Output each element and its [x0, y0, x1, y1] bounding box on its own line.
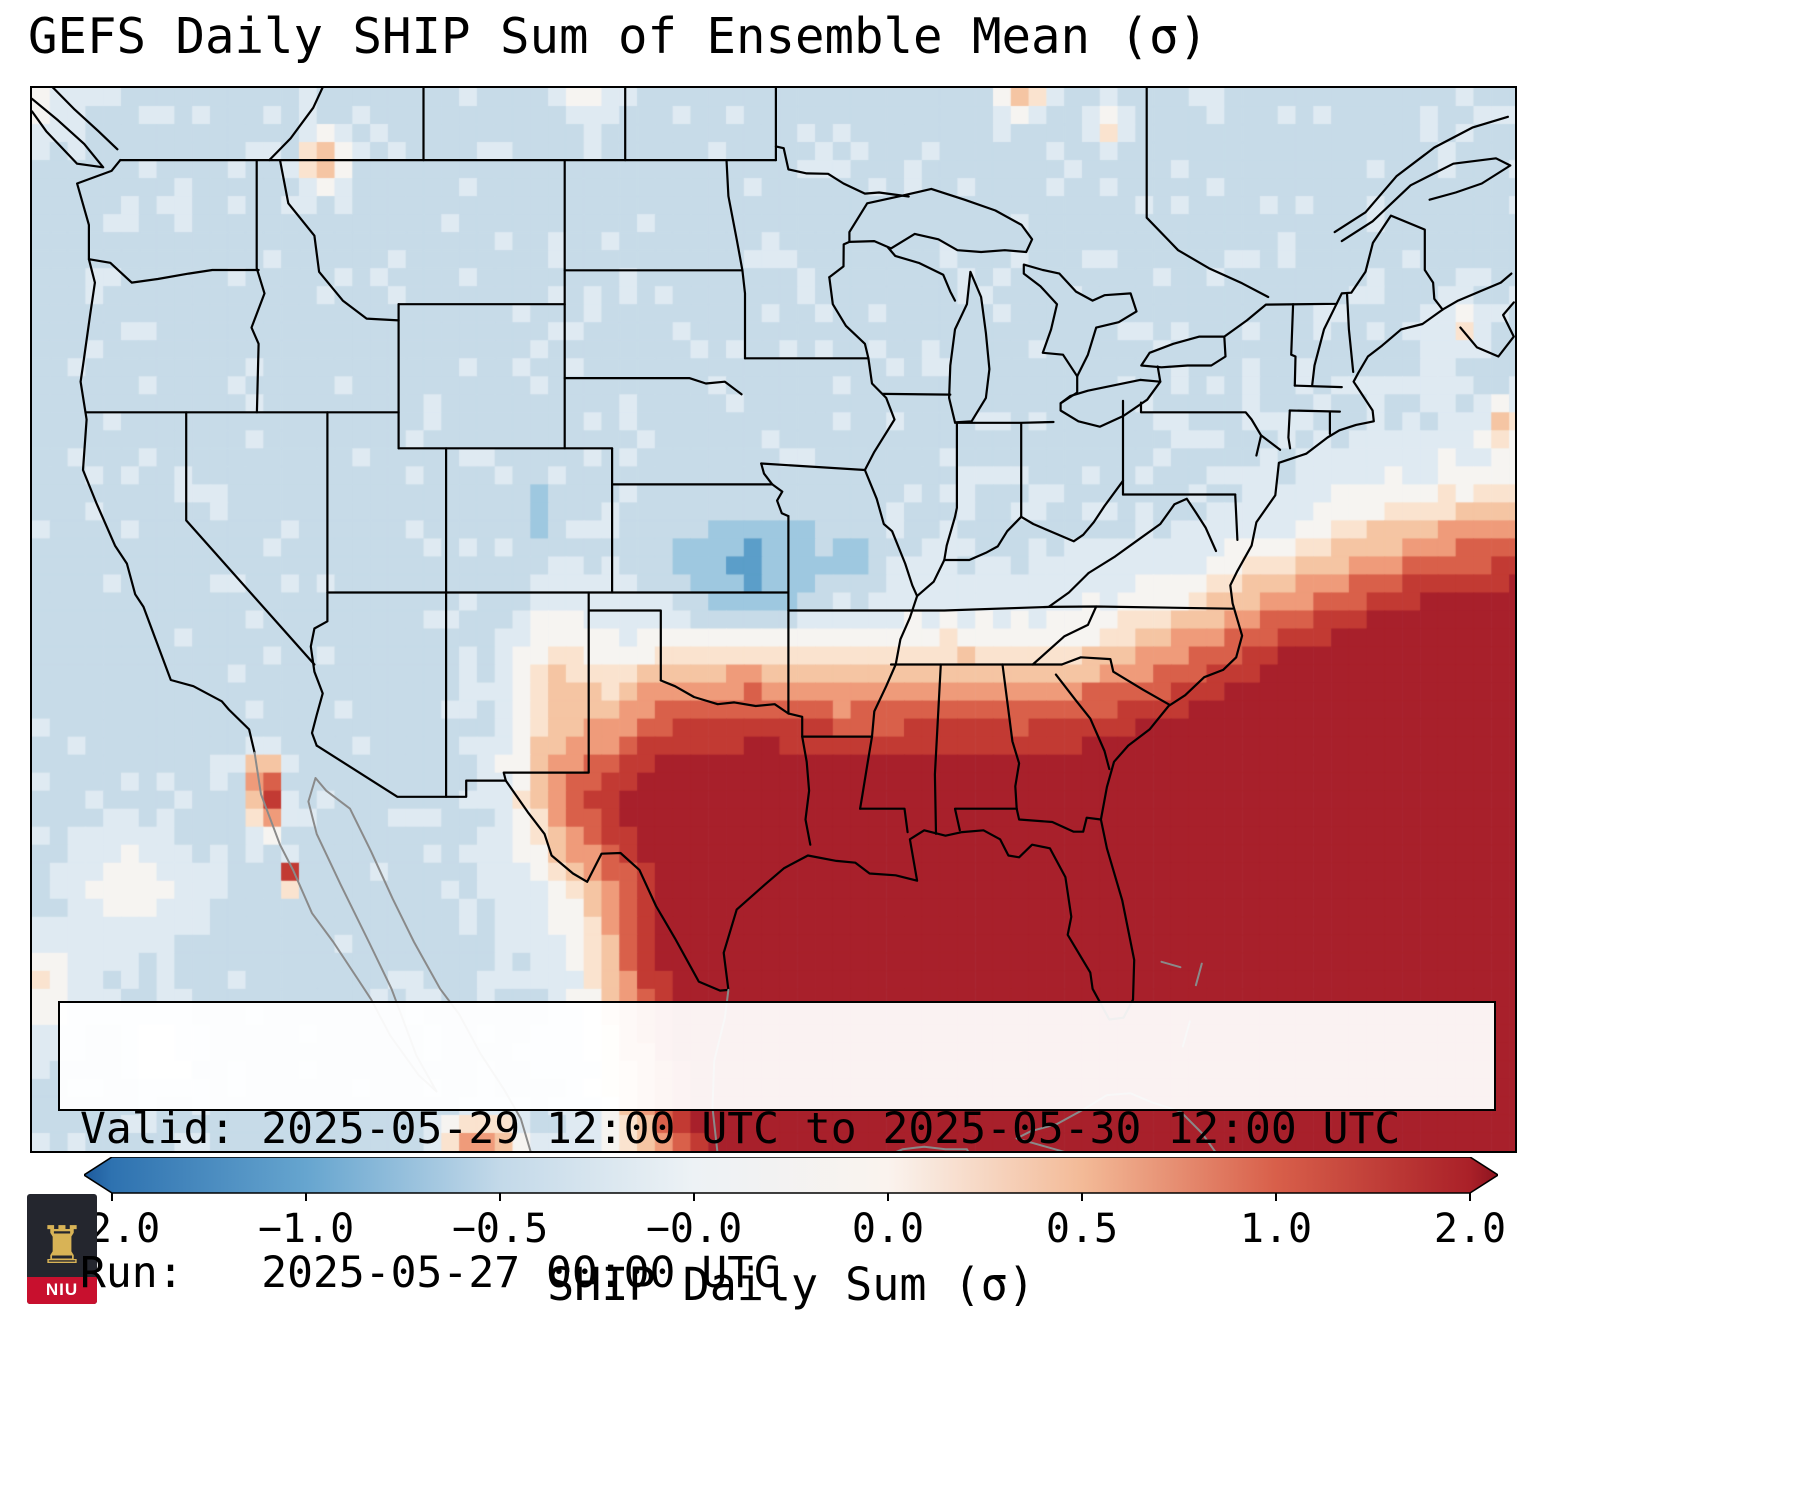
colorbar-tick-label: 0.0	[851, 1206, 925, 1252]
figure-title: GEFS Daily SHIP Sum of Ensemble Mean (σ)	[28, 8, 1209, 65]
colorbar-axis-label: SHIP Daily Sum (σ)	[547, 1258, 1035, 1311]
colorbar-tick-label: −1.0	[257, 1206, 355, 1252]
ship-anomaly-field-canvas	[32, 88, 1515, 1151]
map-boundaries-overlay	[32, 88, 1515, 1151]
niu-wordmark: NIU	[27, 1277, 97, 1304]
colorbar-tick-label: −0.0	[645, 1206, 743, 1252]
colorbar-tick-label: 2.0	[1433, 1206, 1507, 1252]
castle-icon: ♜	[38, 1216, 86, 1276]
colorbar-tick-label: −0.5	[451, 1206, 549, 1252]
valid-run-info-box: Valid: 2025-05-29 12:00 UTC to 2025-05-3…	[58, 1001, 1496, 1297]
niu-logo: ♜ NIU	[27, 1194, 97, 1304]
colorbar-tick-label: 1.0	[1239, 1206, 1313, 1252]
colorbar-tick-label: 0.5	[1045, 1206, 1119, 1252]
run-time-text: Run: 2025-05-27 00:00 UTC	[80, 1248, 779, 1298]
map-area: Valid: 2025-05-29 12:00 UTC to 2025-05-3…	[30, 86, 1517, 1297]
colorbar	[84, 1157, 1498, 1201]
valid-time-text: Valid: 2025-05-29 12:00 UTC to 2025-05-3…	[80, 1104, 1401, 1154]
